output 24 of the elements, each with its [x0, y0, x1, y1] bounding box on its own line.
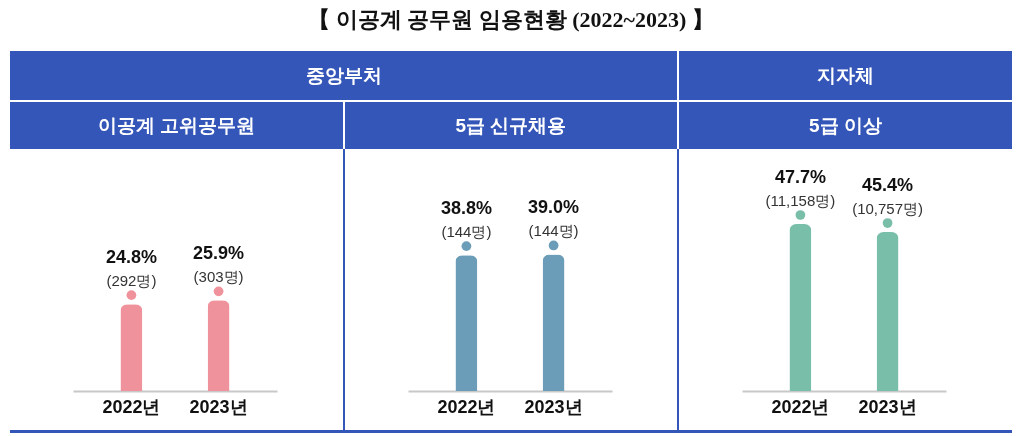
x-tick-label: 2022년	[437, 396, 496, 417]
data-label: 24.8%	[105, 247, 157, 268]
data-label: 45.4%	[862, 175, 914, 196]
x-tick-label: 2023년	[858, 396, 917, 417]
x-tick-label: 2023년	[189, 396, 248, 417]
annotation: (10,757명)	[852, 200, 924, 218]
data-label: 39.0%	[528, 197, 580, 218]
text: 【 이공계 공무원 임용현황 (2022~2023) 】	[307, 6, 715, 34]
chart-title: 5급 신규채용	[345, 102, 677, 149]
annotation: (303명)	[193, 268, 244, 286]
data-label: 25.9%	[193, 243, 245, 264]
x-tick-label: 2022년	[102, 396, 161, 417]
annotation: (292명)	[106, 272, 157, 290]
x-tick-label: 2023년	[524, 396, 583, 417]
data-label: 47.7%	[774, 167, 826, 187]
text: 중앙부처	[10, 51, 677, 100]
data-label: 38.8%	[440, 198, 492, 219]
annotation: (144명)	[441, 223, 492, 241]
x-tick-label: 2022년	[771, 396, 830, 417]
annotation: (11,158명)	[765, 192, 836, 209]
text: 지자체	[679, 51, 1012, 100]
chart-title: 5급 이상	[679, 102, 1012, 149]
annotation: (144명)	[528, 222, 579, 240]
chart-title: 이공계 고위공무원	[10, 102, 343, 149]
